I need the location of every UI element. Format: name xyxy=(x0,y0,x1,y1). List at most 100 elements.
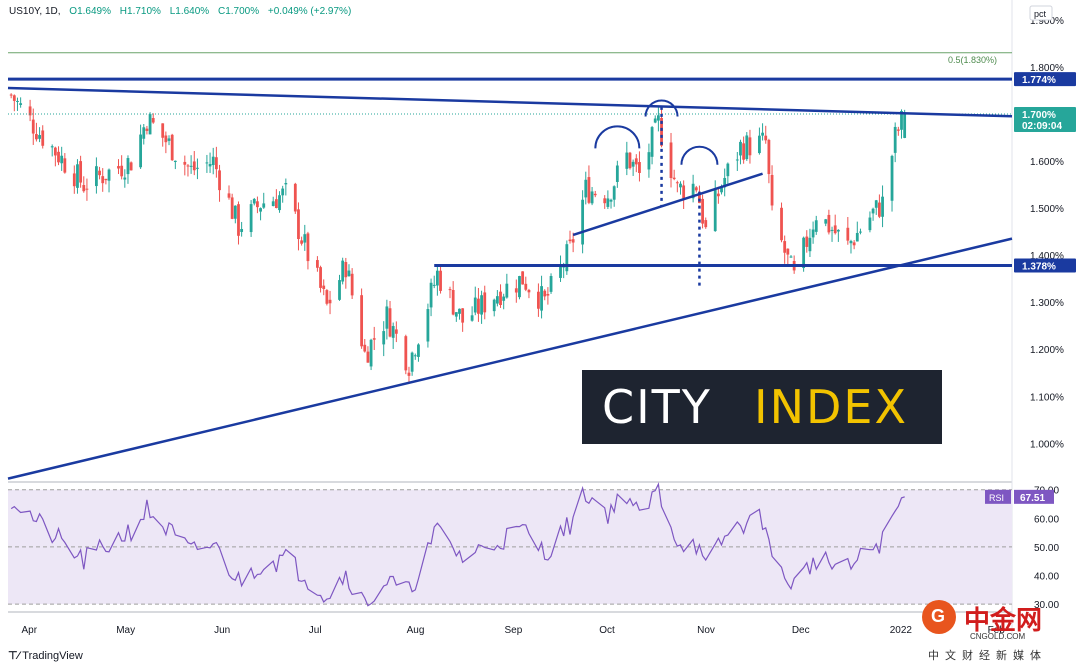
symbol-label[interactable]: US10Y, 1D, xyxy=(9,6,61,17)
price-tick-label: 1.000% xyxy=(1030,439,1064,450)
candle-body xyxy=(259,208,262,212)
candle-body xyxy=(435,270,439,286)
candle-body xyxy=(852,242,856,246)
candle-body xyxy=(145,128,149,131)
candle-body xyxy=(549,276,553,292)
candle-body xyxy=(19,103,23,105)
candle-body xyxy=(877,202,881,217)
candle-body xyxy=(770,174,774,206)
watermark-subtitle: 中文财经新媒体 xyxy=(928,649,1047,662)
candle-body xyxy=(350,273,354,296)
candle-body xyxy=(57,151,60,163)
candle-body xyxy=(249,204,253,233)
candle-body xyxy=(297,209,300,240)
rsi-tick-label: 30.00 xyxy=(1034,600,1059,611)
candle-body xyxy=(896,129,900,131)
candle-body xyxy=(104,178,108,181)
candle-body xyxy=(694,187,698,191)
price-tick-label: 1.200% xyxy=(1030,345,1064,356)
candle-body xyxy=(647,152,651,170)
candle-body xyxy=(713,190,717,232)
candle-body xyxy=(82,185,86,192)
candle-body xyxy=(716,193,720,197)
candle-body xyxy=(306,233,310,262)
candle-body xyxy=(802,237,806,269)
candle-body xyxy=(256,201,259,208)
rsi-line xyxy=(10,482,905,607)
candle-body xyxy=(278,195,281,211)
candle-body xyxy=(849,240,853,244)
candle-body xyxy=(871,208,875,214)
candle-body xyxy=(426,309,430,342)
time-axis-label: Aug xyxy=(407,625,425,636)
time-axis-label: Jul xyxy=(309,625,322,636)
candle-body xyxy=(439,270,442,291)
price-tick-label: 1.100% xyxy=(1030,392,1064,403)
candle-body xyxy=(262,203,266,208)
candle-body xyxy=(173,160,177,163)
candle-body xyxy=(16,100,19,102)
watermark-title: 中金网 xyxy=(964,606,1043,636)
candle-body xyxy=(85,188,89,190)
tradingview-brand[interactable]: ⊤⁄ TradingView xyxy=(8,649,83,662)
candle-body xyxy=(316,260,319,268)
candle-body xyxy=(571,239,575,243)
candle-body xyxy=(76,164,79,188)
candle-body xyxy=(448,289,452,291)
rsi-value-label: 67.51 xyxy=(1020,493,1045,504)
candle-body xyxy=(366,351,370,363)
candle-body xyxy=(139,134,143,168)
trendline xyxy=(7,86,1013,118)
candle-body xyxy=(900,111,903,130)
candle-body xyxy=(505,283,509,298)
high-value: H1.710% xyxy=(119,6,161,17)
candle-body xyxy=(107,169,111,181)
candle-body xyxy=(502,296,506,301)
time-axis-label: Sep xyxy=(505,625,523,636)
candle-body xyxy=(477,298,480,314)
candle-body xyxy=(499,291,502,306)
candle-body xyxy=(142,127,146,139)
candle-body xyxy=(758,135,761,154)
candle-body xyxy=(369,339,373,367)
candle-body xyxy=(454,312,458,317)
candle-body xyxy=(63,158,67,173)
candles-group xyxy=(9,93,907,383)
logo-index-text: INDEX xyxy=(754,380,908,434)
candle-body xyxy=(117,166,120,169)
candle-body xyxy=(514,288,518,293)
price-tick-label: 1.400% xyxy=(1030,251,1064,262)
candle-body xyxy=(123,177,127,180)
candle-body xyxy=(341,260,345,282)
candle-body xyxy=(903,113,907,138)
candle-body xyxy=(151,118,155,123)
candle-body xyxy=(675,182,679,184)
candle-body xyxy=(537,291,540,309)
candle-body xyxy=(28,106,32,116)
rsi-tick-label: 60.00 xyxy=(1034,514,1059,525)
last-price-badge-text: 02:09:04 xyxy=(1022,121,1062,132)
candle-body xyxy=(587,177,591,203)
price-tick-label: 1.900% xyxy=(1030,16,1064,27)
price-tick-label: 1.800% xyxy=(1030,63,1064,74)
price-tick-label: 1.300% xyxy=(1030,298,1064,309)
city-index-logo: CITY INDEX xyxy=(582,370,942,444)
last-price-badge-bg xyxy=(1014,106,1076,132)
candle-body xyxy=(606,198,610,207)
candle-body xyxy=(846,227,850,241)
candle-body xyxy=(726,163,730,177)
candle-body xyxy=(189,165,193,167)
candle-body xyxy=(521,271,525,285)
candle-body xyxy=(859,231,862,233)
candle-body xyxy=(50,146,54,148)
pattern-arc xyxy=(594,125,641,149)
candle-body xyxy=(252,198,256,204)
candle-body xyxy=(214,157,218,170)
candle-body xyxy=(360,295,364,347)
candle-body xyxy=(12,95,16,101)
candle-body xyxy=(129,162,133,171)
candle-body xyxy=(284,183,288,185)
candle-body xyxy=(227,193,231,198)
candle-body xyxy=(164,135,168,143)
time-axis-label: Feb xyxy=(988,625,1006,636)
